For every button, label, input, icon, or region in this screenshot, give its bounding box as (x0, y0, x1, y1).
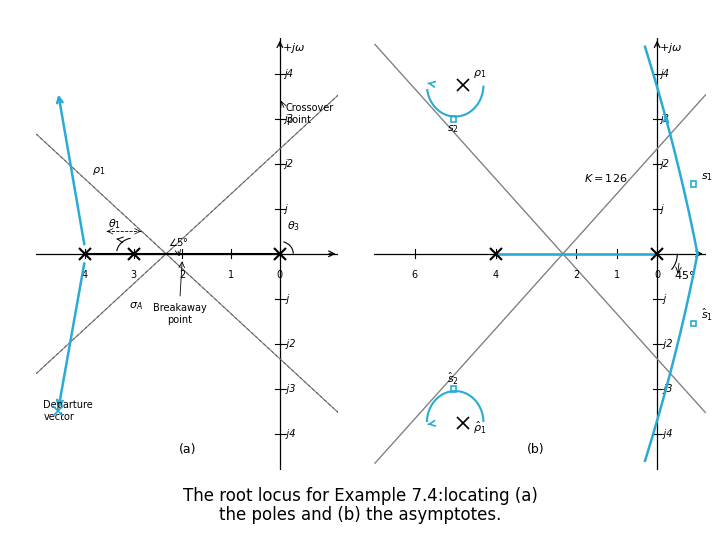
Text: (b): (b) (527, 443, 545, 456)
Text: The root locus for Example 7.4:locating (a): The root locus for Example 7.4:locating … (183, 487, 537, 505)
Text: $\theta_3$: $\theta_3$ (287, 219, 300, 233)
Text: $+j\omega$: $+j\omega$ (282, 41, 305, 55)
Text: j2: j2 (660, 159, 670, 169)
Text: 3: 3 (130, 269, 137, 280)
Text: j4: j4 (284, 69, 293, 79)
Text: $\hat{\rho}_1$: $\hat{\rho}_1$ (473, 419, 487, 436)
Text: $+j\omega$: $+j\omega$ (659, 41, 683, 55)
Text: -j2: -j2 (284, 339, 296, 349)
Text: -j4: -j4 (660, 429, 673, 439)
Text: $s_1$: $s_1$ (701, 172, 713, 184)
Text: $\rho_1$: $\rho_1$ (92, 165, 105, 177)
Bar (691, 321, 696, 327)
Text: 0: 0 (654, 269, 660, 280)
Text: j3: j3 (660, 114, 670, 124)
Text: -j3: -j3 (284, 384, 296, 394)
Text: 6: 6 (412, 269, 418, 280)
Text: j2: j2 (284, 159, 293, 169)
Text: $\sigma_A$: $\sigma_A$ (129, 300, 143, 312)
Text: 1: 1 (228, 269, 234, 280)
Text: 4: 4 (81, 269, 88, 280)
Text: 1: 1 (613, 269, 620, 280)
Text: $K = 126$: $K = 126$ (585, 172, 628, 184)
Text: 4: 4 (492, 269, 499, 280)
Text: -j: -j (660, 294, 667, 304)
Text: j: j (284, 204, 287, 214)
Text: -j2: -j2 (660, 339, 673, 349)
Text: $\theta_1$: $\theta_1$ (107, 217, 120, 231)
Text: j: j (660, 204, 663, 214)
Text: j4: j4 (660, 69, 670, 79)
Text: $\hat{s}_2$: $\hat{s}_2$ (447, 370, 459, 387)
Text: j3: j3 (284, 114, 293, 124)
Text: the poles and (b) the asymptotes.: the poles and (b) the asymptotes. (219, 506, 501, 524)
Text: (a): (a) (179, 443, 196, 456)
Text: -j4: -j4 (284, 429, 296, 439)
Text: $s_2$: $s_2$ (447, 123, 459, 135)
Text: 2: 2 (573, 269, 580, 280)
Text: 0: 0 (276, 269, 283, 280)
Bar (451, 386, 456, 391)
Bar (691, 181, 696, 187)
Text: Crossover
point: Crossover point (286, 104, 334, 125)
Bar (451, 116, 456, 122)
Text: -j: -j (284, 294, 290, 304)
Text: $\angle 5°$: $\angle 5°$ (168, 235, 189, 248)
Text: 2: 2 (179, 269, 186, 280)
Text: Breakaway
point: Breakaway point (153, 303, 207, 325)
Text: $45°$: $45°$ (674, 268, 695, 281)
Text: Departure
vector: Departure vector (43, 401, 93, 422)
Text: $\hat{s}_1$: $\hat{s}_1$ (701, 307, 713, 323)
Text: $\rho_1$: $\rho_1$ (473, 68, 487, 80)
Text: -j3: -j3 (660, 384, 673, 394)
